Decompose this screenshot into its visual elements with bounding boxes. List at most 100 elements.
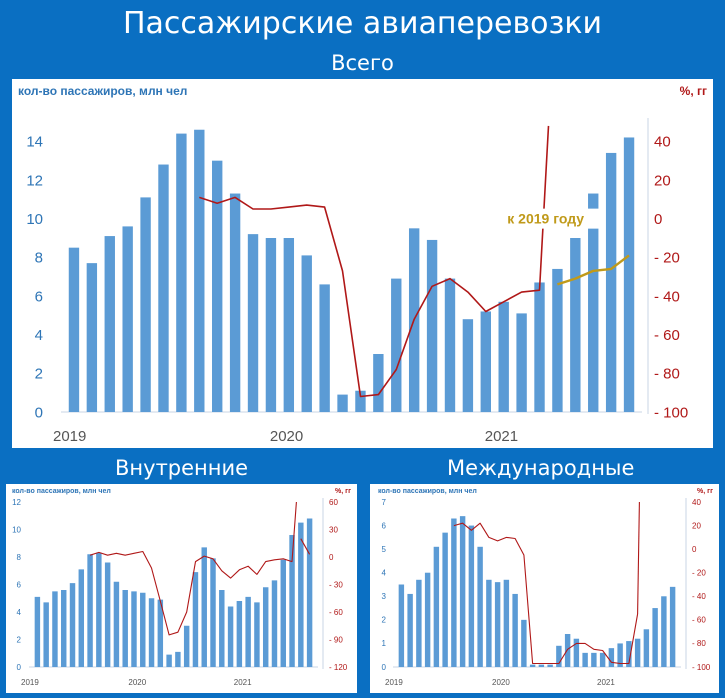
x-tick-label: 2020	[128, 678, 146, 687]
left-tick-label: 0	[382, 663, 387, 672]
bar	[626, 641, 632, 667]
yoy-line	[557, 254, 630, 286]
bar	[391, 278, 402, 412]
bar	[78, 569, 85, 667]
bar	[599, 652, 606, 667]
right-tick-label: 20	[692, 521, 701, 530]
left-tick-label: 2	[35, 366, 43, 383]
x-tick-label: 2019	[21, 678, 39, 687]
chart-domestic: кол-во пассажиров, млн чел %, гг 0 2 4 6 8 10 12…	[12, 488, 351, 687]
bar	[289, 535, 295, 667]
right-axis-label: %, гг	[697, 488, 713, 495]
bar	[373, 354, 384, 412]
bar	[122, 590, 128, 667]
bar	[433, 546, 440, 667]
bar	[52, 591, 58, 667]
left-axis-label: кол-во пассажиров, млн чел	[12, 488, 111, 495]
bar	[219, 590, 225, 667]
right-tick-label: - 60	[692, 616, 706, 625]
bar	[570, 238, 581, 412]
right-tick-label: - 40	[692, 592, 706, 601]
bar	[96, 552, 102, 667]
right-tick-label: 60	[329, 498, 338, 507]
bar	[306, 518, 313, 667]
bar	[512, 593, 518, 667]
bar	[477, 546, 483, 667]
bar	[623, 137, 635, 412]
bar	[355, 390, 366, 412]
bar	[552, 268, 563, 412]
left-axis-label: кол-во пассажиров, млн чел	[378, 488, 477, 495]
bar	[486, 579, 492, 667]
bar	[69, 583, 76, 667]
bar	[661, 596, 667, 667]
right-tick-label: - 20	[654, 250, 680, 267]
right-tick-label: - 60	[654, 327, 680, 344]
right-tick-label: - 100	[692, 663, 711, 672]
right-tick-label: - 20	[692, 569, 706, 578]
bar	[503, 579, 510, 667]
bar	[516, 313, 527, 412]
bar	[104, 236, 115, 412]
x-tick-label: 2021	[234, 678, 252, 687]
bar	[459, 516, 466, 667]
left-tick-label: 4	[17, 608, 22, 617]
left-tick-label: 14	[26, 134, 43, 151]
left-tick-label: 8	[35, 250, 43, 267]
right-tick-label: - 80	[654, 366, 680, 383]
bar	[157, 599, 164, 667]
left-tick-label: 4	[382, 569, 387, 578]
bar	[582, 652, 588, 667]
section-title-total: Всего	[331, 51, 394, 75]
x-tick-label: 2020	[270, 428, 303, 445]
left-tick-label: 12	[26, 172, 43, 189]
bar	[166, 654, 172, 667]
bar	[451, 518, 457, 667]
bar	[176, 133, 187, 412]
bar	[140, 592, 146, 667]
left-tick-label: 12	[12, 498, 21, 507]
bar	[194, 129, 205, 412]
left-tick-label: 0	[35, 404, 43, 421]
bar	[498, 301, 509, 412]
bar	[280, 559, 286, 667]
left-axis-label: кол-во пассажиров, млн чел	[18, 84, 187, 98]
bar	[462, 319, 474, 412]
bar	[247, 234, 259, 412]
x-tick-label: 2019	[385, 678, 403, 687]
bar	[564, 634, 571, 667]
bar	[131, 591, 137, 667]
x-tick-label: 2019	[53, 428, 86, 445]
bar	[298, 522, 304, 667]
bar	[158, 164, 169, 412]
left-tick-label: 6	[17, 580, 22, 589]
left-tick-label: 4	[35, 327, 43, 344]
bar	[643, 629, 650, 667]
right-axis-label: %, гг	[680, 84, 707, 98]
bar	[210, 558, 216, 667]
left-tick-label: 10	[12, 525, 21, 534]
left-tick-label: 1	[382, 639, 387, 648]
left-tick-label: 6	[35, 288, 43, 305]
annotation-background	[499, 208, 600, 229]
annotation-label: к 2019 году	[507, 211, 584, 227]
bar	[669, 586, 676, 667]
right-tick-label: - 120	[329, 663, 348, 672]
bar	[192, 572, 199, 667]
yoy-line	[453, 522, 639, 665]
right-tick-label: 20	[654, 172, 671, 189]
bar	[605, 152, 617, 412]
bar	[468, 525, 475, 667]
right-tick-label: - 90	[329, 635, 343, 644]
bar	[573, 638, 580, 667]
bar	[254, 602, 260, 667]
yoy-line	[300, 538, 311, 555]
bar	[319, 284, 330, 412]
bar	[183, 625, 190, 667]
bar	[227, 606, 234, 667]
bar	[652, 608, 658, 667]
bar	[426, 239, 438, 412]
right-axis-label: %, гг	[335, 488, 351, 495]
right-tick-label: - 40	[654, 288, 680, 305]
chart-panel-total: кол-во пассажиров, млн чел %, гг 0 2 4 6 8 10 12…	[12, 79, 713, 448]
